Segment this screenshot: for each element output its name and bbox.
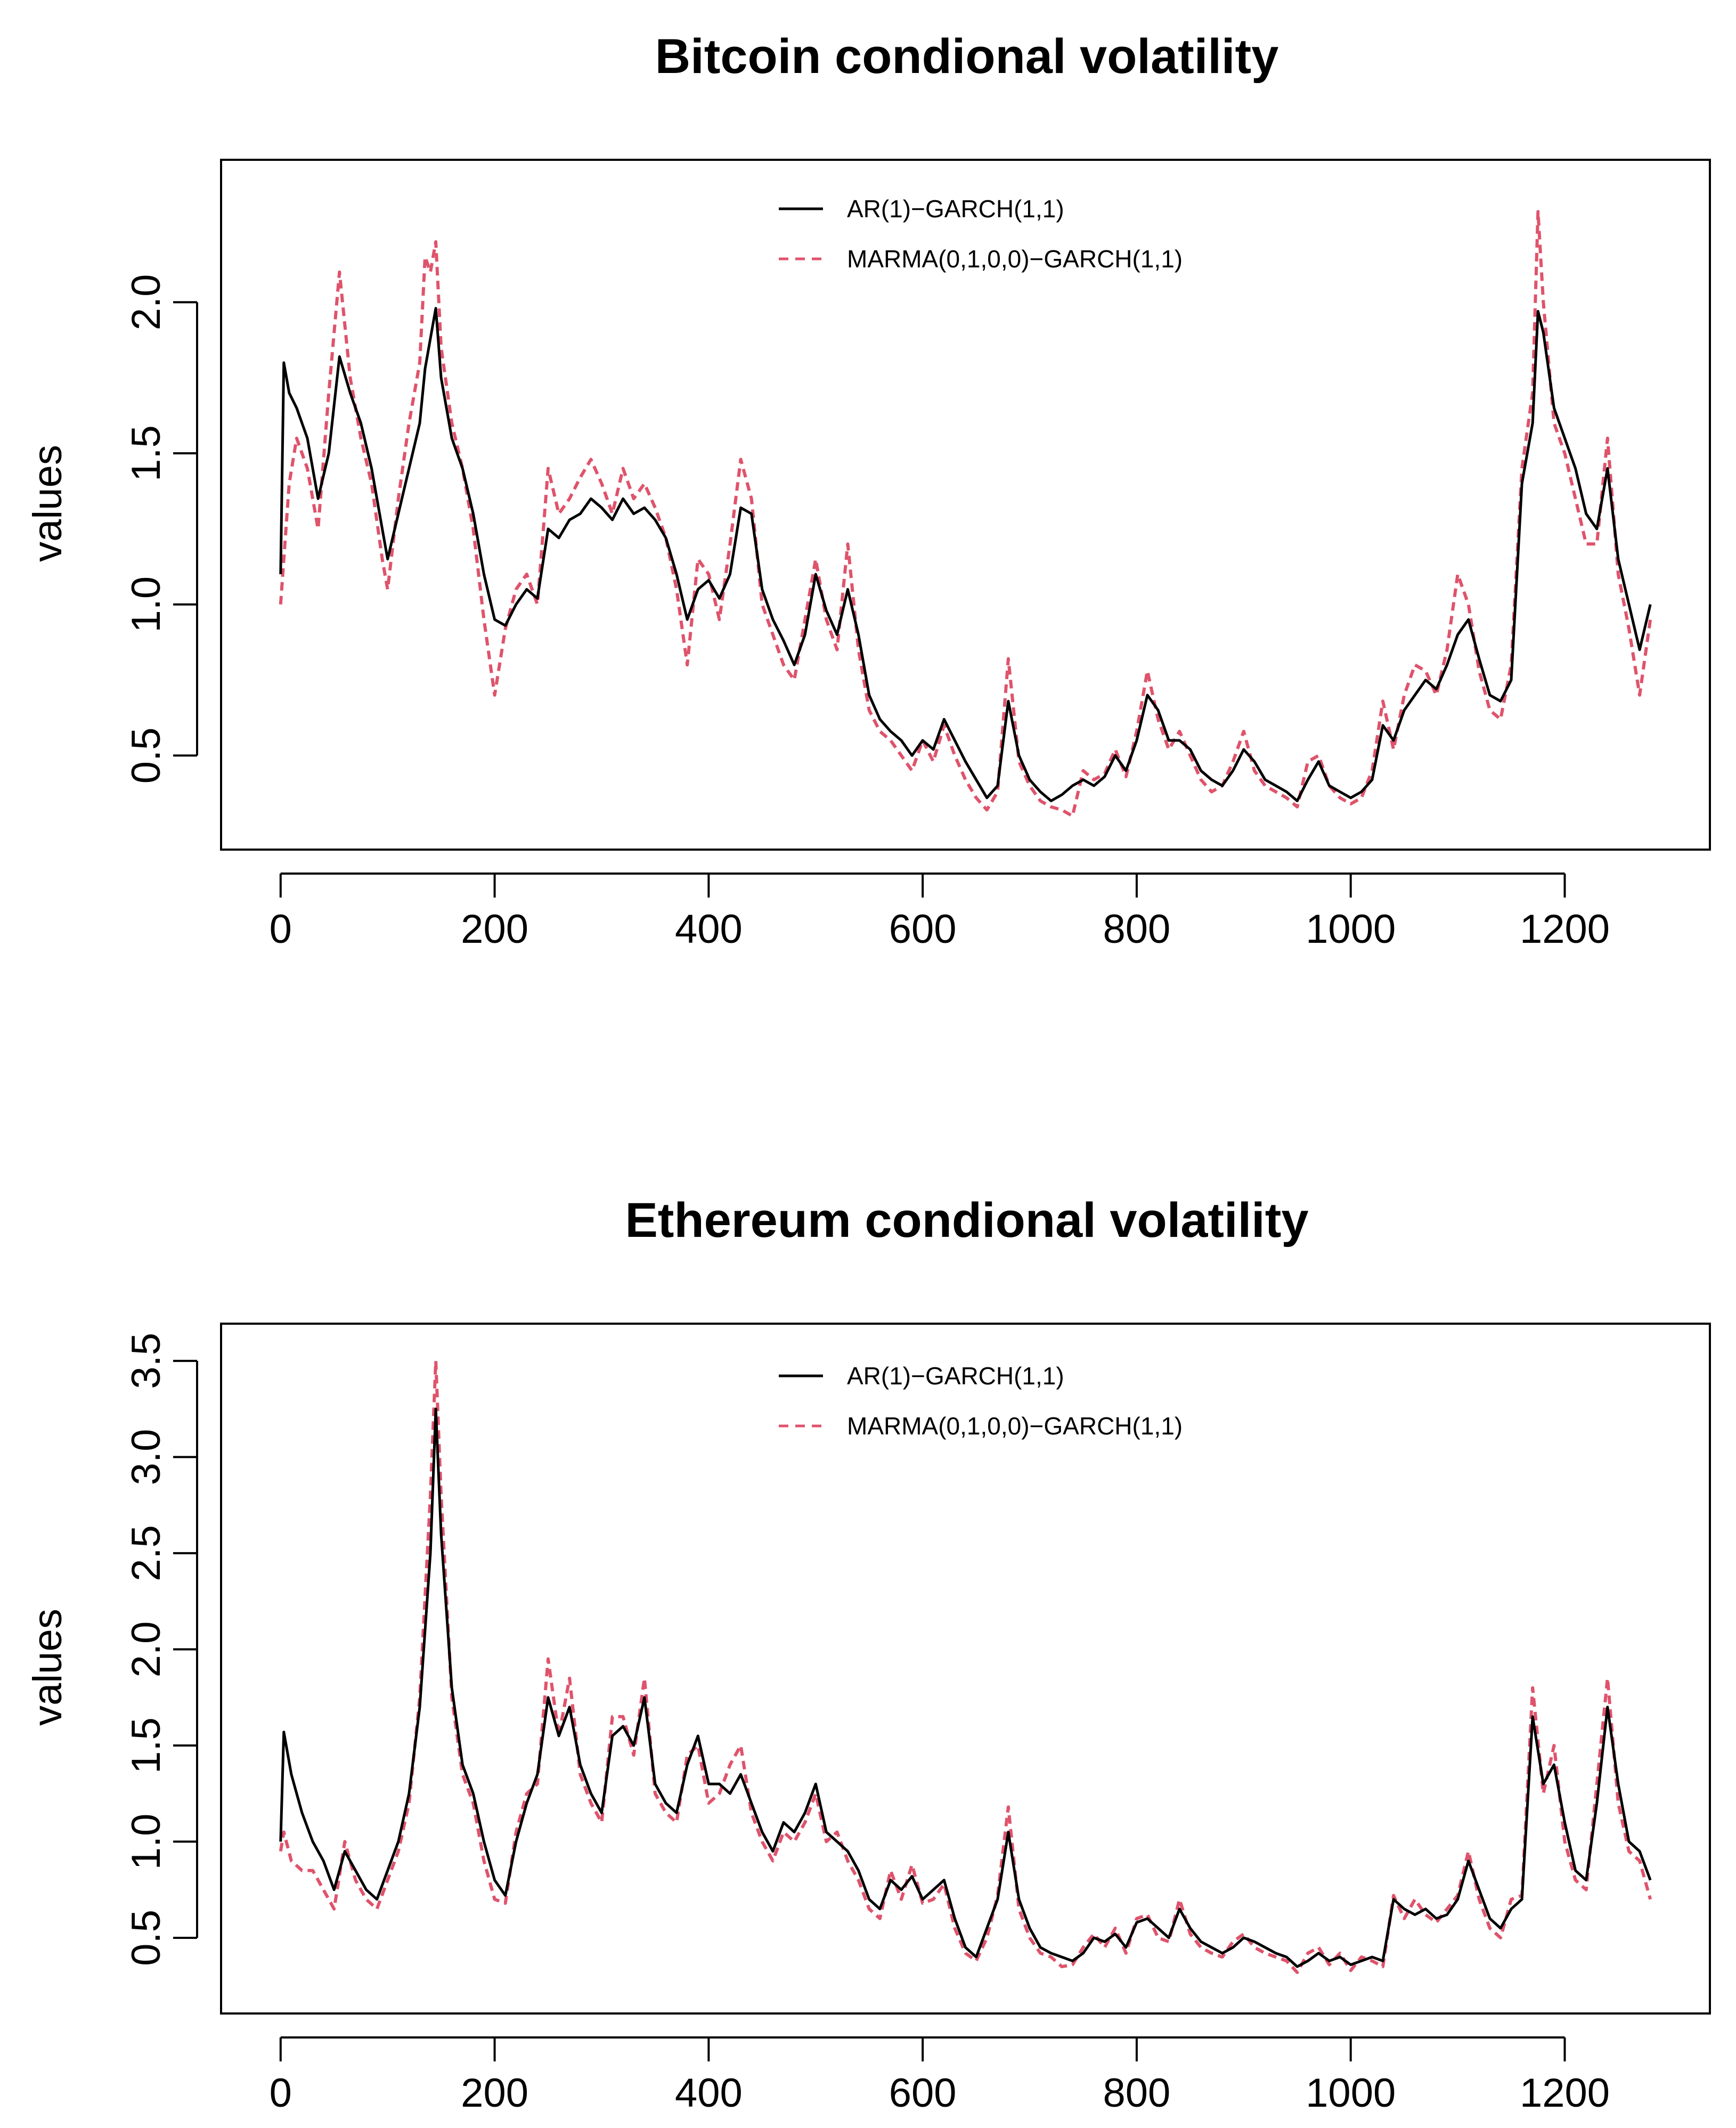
bitcoin-x-tick-label: 1200	[1520, 907, 1610, 952]
ethereum-y-tick-label: 3.5	[124, 1333, 169, 1389]
bitcoin-series-marma-line	[279, 210, 1652, 818]
bitcoin-plot-frame	[220, 159, 1711, 851]
ethereum-x-tick-label: 1200	[1520, 2070, 1610, 2116]
bitcoin-x-tick-label: 200	[461, 907, 528, 952]
ethereum-x-tick-label: 1000	[1306, 2070, 1396, 2116]
ethereum-chart-panel: Ethereum condional volatility values 0 20…	[25, 1193, 1711, 2116]
bitcoin-legend-label-ar: AR(1)−GARCH(1,1)	[847, 195, 1064, 223]
bitcoin-chart-title: Bitcoin condional volatility	[655, 29, 1279, 84]
ethereum-y-axis-label: values	[25, 1609, 70, 1726]
ethereum-x-tick-label: 0	[270, 2070, 292, 2116]
ethereum-y-tick-label: 2.5	[124, 1525, 169, 1581]
bitcoin-y-axis: 0.5 1.0 1.5 2.0	[124, 274, 198, 784]
bitcoin-y-axis-label: values	[25, 445, 70, 562]
bitcoin-legend: AR(1)−GARCH(1,1) MARMA(0,1,0,0)−GARCH(1,…	[779, 195, 1183, 273]
ethereum-y-axis: 0.5 1.0 1.5 2.0 2.5 3.0 3.5	[124, 1333, 198, 1966]
bitcoin-x-tick-label: 800	[1103, 907, 1171, 952]
ethereum-legend-label-marma: MARMA(0,1,0,0)−GARCH(1,1)	[847, 1412, 1183, 1440]
ethereum-chart-title: Ethereum condional volatility	[625, 1193, 1308, 1248]
ethereum-legend-label-ar: AR(1)−GARCH(1,1)	[847, 1362, 1064, 1390]
bitcoin-y-tick-label: 0.5	[124, 728, 169, 784]
ethereum-legend: AR(1)−GARCH(1,1) MARMA(0,1,0,0)−GARCH(1,…	[779, 1362, 1183, 1440]
ethereum-y-tick-label: 1.5	[124, 1717, 169, 1774]
bitcoin-chart-panel: Bitcoin condional volatility values 0 200…	[25, 29, 1711, 952]
ethereum-y-tick-label: 1.0	[124, 1814, 169, 1870]
bitcoin-x-axis: 0 200 400 600 800 1000 1200	[270, 873, 1610, 952]
bitcoin-x-tick-label: 400	[675, 907, 743, 952]
ethereum-x-tick-label: 800	[1103, 2070, 1171, 2116]
ethereum-x-tick-label: 400	[675, 2070, 743, 2116]
ethereum-series-ar-line	[279, 1407, 1652, 1968]
bitcoin-y-tick-label: 1.5	[124, 425, 169, 482]
ethereum-y-tick-label: 2.0	[124, 1621, 169, 1678]
bitcoin-legend-label-marma: MARMA(0,1,0,0)−GARCH(1,1)	[847, 245, 1183, 273]
ethereum-plot-frame	[220, 1323, 1711, 2015]
ethereum-x-tick-label: 200	[461, 2070, 528, 2116]
bitcoin-x-tick-label: 0	[270, 907, 292, 952]
bitcoin-series-ar-line	[279, 307, 1652, 802]
bitcoin-series-group	[279, 210, 1652, 818]
bitcoin-y-tick-label: 1.0	[124, 576, 169, 633]
ethereum-x-axis: 0 200 400 600 800 1000 1200	[270, 2036, 1610, 2116]
ethereum-y-tick-label: 3.0	[124, 1429, 169, 1486]
bitcoin-x-tick-label: 600	[889, 907, 957, 952]
ethereum-series-marma-line	[279, 1359, 1652, 1974]
ethereum-series-group	[279, 1359, 1652, 1974]
bitcoin-x-tick-label: 1000	[1306, 907, 1396, 952]
ethereum-x-tick-label: 600	[889, 2070, 957, 2116]
ethereum-y-tick-label: 0.5	[124, 1910, 169, 1966]
bitcoin-y-tick-label: 2.0	[124, 274, 169, 331]
